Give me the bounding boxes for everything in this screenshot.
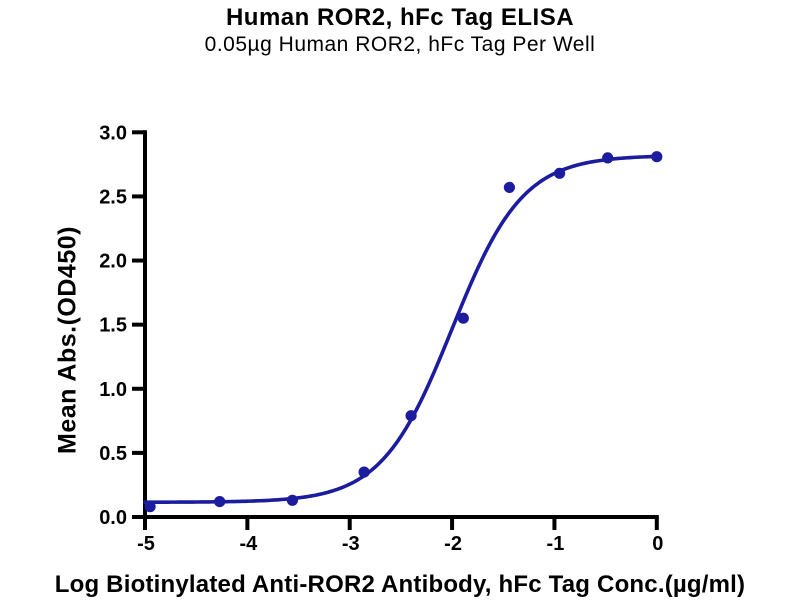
data-point bbox=[651, 151, 663, 163]
data-point bbox=[503, 181, 515, 193]
data-point bbox=[286, 494, 298, 506]
data-point bbox=[457, 312, 469, 324]
y-tick-label: 3.0 bbox=[99, 122, 127, 144]
x-tick-label: -4 bbox=[239, 533, 258, 555]
x-tick-label: -2 bbox=[444, 533, 462, 555]
y-tick-label: 1.5 bbox=[99, 315, 127, 337]
chart-title: Human ROR2, hFc Tag ELISA bbox=[225, 4, 575, 31]
x-tick-label: 0 bbox=[652, 533, 663, 555]
x-tick-label: -5 bbox=[137, 533, 155, 555]
data-point bbox=[554, 167, 566, 179]
y-tick-label: 2.5 bbox=[99, 186, 127, 208]
data-point bbox=[358, 466, 370, 478]
chart-subtitle: 0.05µg Human ROR2, hFc Tag Per Well bbox=[204, 33, 596, 56]
x-tick-label: -3 bbox=[342, 533, 360, 555]
data-point bbox=[405, 410, 417, 422]
data-point bbox=[214, 496, 226, 508]
y-tick-label: 0.5 bbox=[99, 443, 127, 465]
x-axis-label: Log Biotinylated Anti-ROR2 Antibody, hFc… bbox=[54, 571, 746, 598]
fit-curve bbox=[143, 154, 659, 504]
y-tick-label: 2.0 bbox=[99, 251, 127, 273]
y-tick-label: 0.0 bbox=[99, 507, 127, 529]
data-point bbox=[144, 501, 156, 513]
y-tick-label: 1.0 bbox=[99, 379, 127, 401]
data-point bbox=[602, 152, 614, 164]
x-tick-label: -1 bbox=[547, 533, 565, 555]
